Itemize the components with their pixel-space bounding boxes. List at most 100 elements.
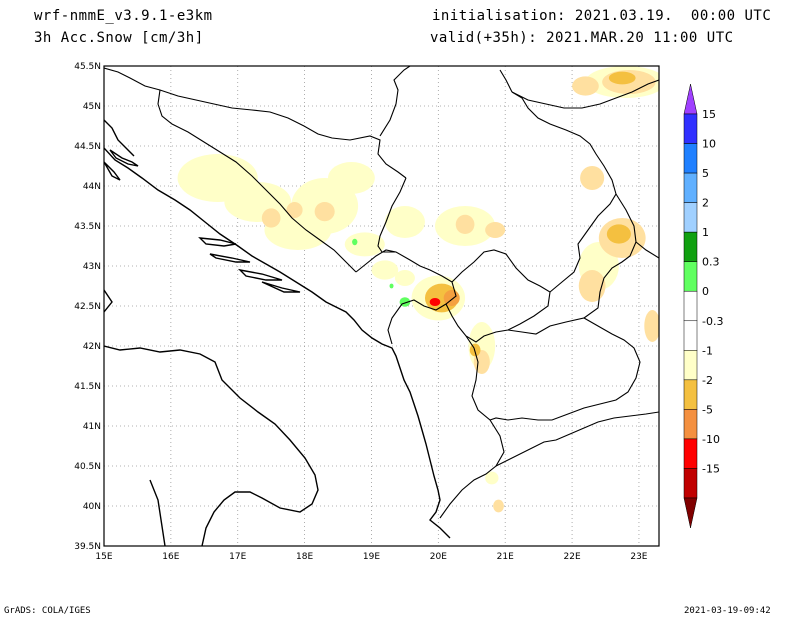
snow-patch xyxy=(572,76,599,96)
lat-tick-label: 45N xyxy=(83,102,101,112)
colorbar-label: 1 xyxy=(702,226,709,239)
island-krk xyxy=(109,149,139,167)
island-korcula xyxy=(237,268,283,281)
colorbar-segment xyxy=(683,113,698,144)
colorbar-segment xyxy=(683,320,698,351)
bosnia-serbia-border xyxy=(377,177,407,253)
lat-tick-label: 40.5N xyxy=(74,462,101,472)
snow-patch xyxy=(371,260,399,280)
colorbar-segment xyxy=(683,231,698,262)
bulgaria-border xyxy=(635,241,659,259)
snow-patch xyxy=(608,71,636,85)
serbia-east-border xyxy=(511,91,617,293)
lon-tick-label: 19E xyxy=(363,552,380,562)
colorbar-segment xyxy=(683,409,698,440)
kosovo-border xyxy=(445,249,551,343)
lat-tick-label: 45.5N xyxy=(74,62,101,72)
lat-tick-label: 39.5N xyxy=(74,542,101,552)
lon-tick-label: 16E xyxy=(162,552,179,562)
lon-tick-label: 21E xyxy=(497,552,514,562)
romania-west-border xyxy=(499,69,513,93)
colorbar-segment xyxy=(683,172,698,203)
colorbar-label: 15 xyxy=(702,108,716,121)
lat-tick-label: 40N xyxy=(83,502,101,512)
island-mljet xyxy=(261,281,301,293)
map-background xyxy=(104,66,659,546)
snow-patch xyxy=(485,471,499,485)
bosnia-montenegro-border xyxy=(355,249,397,273)
hungary-border xyxy=(379,66,411,137)
colorbar-label: -1 xyxy=(702,344,713,357)
dalmatian-coast xyxy=(104,147,451,539)
snow-patch xyxy=(606,224,631,244)
valid-time-label: valid(+35h): 2021.MAR.20 11:00 UTC xyxy=(430,30,734,46)
lon-tick-label: 22E xyxy=(564,552,581,562)
snow-patch xyxy=(344,232,385,257)
snow-map: 15E 16E 17E 18E 19E 20E 21E 22E 23E 39.5N 40N 40.5N… xyxy=(74,62,723,562)
colorbar-segment xyxy=(683,290,698,322)
colorbar-label: 10 xyxy=(702,138,716,151)
snow-patch xyxy=(493,499,504,513)
island-cres xyxy=(104,161,121,181)
snow-patch xyxy=(286,202,303,218)
colorbar-label: -15 xyxy=(702,462,720,475)
croatia-slovenia-border xyxy=(157,89,357,273)
croatia-bosnia-border xyxy=(104,67,407,179)
model-title: wrf-nmmE_v3.9.1-e3km xyxy=(34,8,213,24)
colorbar-segment xyxy=(683,468,698,499)
colorbar-segment xyxy=(683,438,698,469)
colorbar: 15 10 5 2 1 0.3 0 -0.3 -1 -2 -5 -10 -15 xyxy=(683,83,723,529)
rain-patch xyxy=(389,283,394,289)
colorbar-segment xyxy=(683,261,698,292)
colorbar-segment xyxy=(683,379,698,410)
colorbar-label: 0.3 xyxy=(702,256,720,269)
colorbar-label: 2 xyxy=(702,197,709,210)
albania-east-border xyxy=(439,335,505,519)
island-hvar xyxy=(209,253,251,263)
colorbar-segment xyxy=(683,202,698,233)
snow-patch xyxy=(314,202,335,222)
snow-patch xyxy=(580,166,605,190)
serbia-bulgaria-border xyxy=(583,193,637,319)
colorbar-top-arrow xyxy=(683,83,698,115)
snow-patch xyxy=(455,214,475,234)
footer-timestamp: 2021-03-19-09:42 xyxy=(684,606,771,616)
adriatic-west-coast xyxy=(104,345,319,546)
colorbar-segment xyxy=(683,350,698,381)
snow-patch xyxy=(328,162,375,194)
lat-tick-label: 43N xyxy=(83,262,101,272)
lon-tick-label: 17E xyxy=(229,552,246,562)
initialisation-label: initialisation: 2021.03.19. 00:00 UTC xyxy=(432,8,772,24)
island-brac xyxy=(198,237,237,247)
snow-patch xyxy=(485,222,506,238)
snow-patch xyxy=(578,270,606,302)
lon-tick-label: 15E xyxy=(95,552,112,562)
colorbar-label: -5 xyxy=(702,403,713,416)
macedonia-border xyxy=(489,317,641,421)
greece-border xyxy=(495,411,659,467)
istria-coast xyxy=(104,119,135,157)
lat-tick-label: 44.5N xyxy=(74,142,101,152)
colorbar-segment xyxy=(683,143,698,174)
lon-tick-label: 18E xyxy=(296,552,313,562)
rain-patch xyxy=(352,238,358,246)
snow-patch xyxy=(644,310,659,342)
serbia-romania-border xyxy=(511,79,659,109)
colorbar-label: -2 xyxy=(702,374,713,387)
lon-tick-label: 23E xyxy=(630,552,647,562)
lon-tick-label: 20E xyxy=(430,552,447,562)
lat-tick-label: 41.5N xyxy=(74,382,101,392)
lat-tick-label: 42N xyxy=(83,342,101,352)
coastlines xyxy=(104,119,451,546)
colorbar-label: -0.3 xyxy=(702,315,723,328)
montenegro-border xyxy=(382,251,457,345)
axis-labels: 15E 16E 17E 18E 19E 20E 21E 22E 23E 39.5N 40N 40.5N… xyxy=(74,62,648,562)
lat-tick-label: 44N xyxy=(83,182,101,192)
gargano-coast xyxy=(104,289,113,313)
snow-patch xyxy=(429,298,441,306)
calabria-coast xyxy=(149,479,166,546)
country-borders xyxy=(104,66,659,519)
lat-tick-label: 43.5N xyxy=(74,222,101,232)
snow-patch xyxy=(261,208,281,228)
field-title: 3h Acc.Snow [cm/3h] xyxy=(34,30,204,46)
